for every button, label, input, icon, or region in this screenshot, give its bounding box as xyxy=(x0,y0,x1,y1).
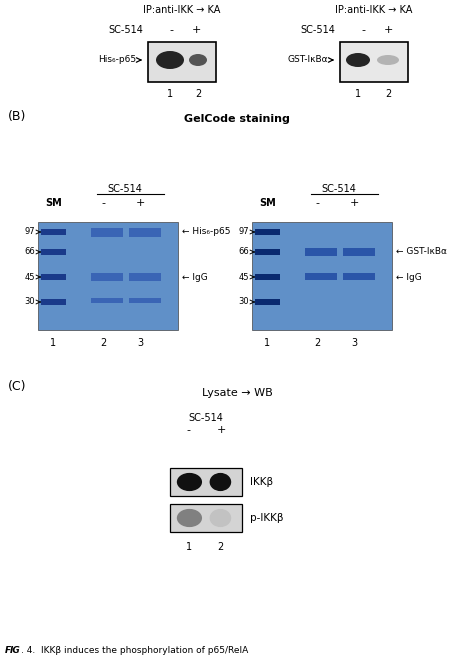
Bar xyxy=(340,42,408,82)
Bar xyxy=(252,222,392,330)
Text: +: + xyxy=(384,25,393,35)
Ellipse shape xyxy=(210,509,231,527)
Text: 97: 97 xyxy=(24,228,35,236)
Text: -: - xyxy=(316,198,320,208)
Text: -: - xyxy=(186,425,190,435)
Text: p-IKKβ: p-IKKβ xyxy=(250,513,283,523)
Text: 2: 2 xyxy=(195,89,201,99)
Text: 2: 2 xyxy=(385,89,391,99)
Bar xyxy=(255,229,280,235)
Text: 97: 97 xyxy=(238,228,249,236)
Text: 1: 1 xyxy=(50,338,56,348)
Bar xyxy=(91,273,123,281)
Text: GelCode staining: GelCode staining xyxy=(184,114,290,124)
Text: SM: SM xyxy=(259,198,276,208)
Ellipse shape xyxy=(377,55,399,65)
Text: GST-IκBα: GST-IκBα xyxy=(287,56,328,64)
Text: ← IgG: ← IgG xyxy=(396,272,422,282)
Text: 45: 45 xyxy=(25,272,35,282)
Text: 30: 30 xyxy=(238,297,249,307)
Text: +: + xyxy=(217,425,227,435)
Text: 3: 3 xyxy=(351,338,357,348)
Bar xyxy=(129,273,161,281)
Text: SC-514: SC-514 xyxy=(108,184,142,194)
Text: SC-514: SC-514 xyxy=(300,25,335,35)
Bar xyxy=(255,299,280,305)
Text: -: - xyxy=(170,25,174,35)
Text: ← IgG: ← IgG xyxy=(182,272,208,282)
Ellipse shape xyxy=(346,53,370,67)
Bar xyxy=(38,222,178,330)
Text: (C): (C) xyxy=(8,380,27,393)
Bar xyxy=(41,274,66,280)
Text: (B): (B) xyxy=(8,110,27,123)
Bar xyxy=(41,299,66,305)
Bar xyxy=(255,249,280,255)
Bar xyxy=(255,274,280,280)
Text: 1: 1 xyxy=(264,338,271,348)
Text: 1: 1 xyxy=(186,542,192,552)
Text: 45: 45 xyxy=(238,272,249,282)
Text: His₆-p65: His₆-p65 xyxy=(98,56,136,64)
Bar xyxy=(170,504,242,532)
Text: 3: 3 xyxy=(137,338,143,348)
Text: IP:anti-IKK → KA: IP:anti-IKK → KA xyxy=(143,5,221,15)
Text: 2: 2 xyxy=(217,542,224,552)
Text: 30: 30 xyxy=(24,297,35,307)
Bar xyxy=(129,298,161,303)
Text: 2: 2 xyxy=(315,338,321,348)
Text: F: F xyxy=(5,646,11,655)
Ellipse shape xyxy=(156,51,184,69)
Ellipse shape xyxy=(210,473,231,491)
Bar xyxy=(170,468,242,496)
Text: 66: 66 xyxy=(24,248,35,256)
Text: IG: IG xyxy=(10,646,21,655)
Bar xyxy=(41,249,66,255)
Text: 2: 2 xyxy=(100,338,107,348)
Ellipse shape xyxy=(177,473,202,491)
Text: 1: 1 xyxy=(355,89,361,99)
Bar xyxy=(91,228,123,237)
Bar xyxy=(343,273,375,280)
Bar xyxy=(305,273,337,280)
Bar xyxy=(91,298,123,303)
Ellipse shape xyxy=(189,54,207,66)
Text: ← GST-IκBα: ← GST-IκBα xyxy=(396,248,447,256)
Text: 1: 1 xyxy=(167,89,173,99)
Bar xyxy=(148,42,216,82)
Text: SC-514: SC-514 xyxy=(321,184,356,194)
Text: Lysate → WB: Lysate → WB xyxy=(201,388,273,398)
Bar xyxy=(305,248,337,256)
Text: -: - xyxy=(102,198,106,208)
Text: -: - xyxy=(362,25,366,35)
Text: SC-514: SC-514 xyxy=(108,25,143,35)
Text: +: + xyxy=(349,198,359,208)
Text: 66: 66 xyxy=(238,248,249,256)
Text: ← His₆-p65: ← His₆-p65 xyxy=(182,228,230,236)
Text: IP:anti-IKK → KA: IP:anti-IKK → KA xyxy=(335,5,413,15)
Bar xyxy=(343,248,375,256)
Bar xyxy=(129,228,161,237)
Ellipse shape xyxy=(177,509,202,527)
Text: . 4.  IKKβ induces the phosphorylation of p65/RelA: . 4. IKKβ induces the phosphorylation of… xyxy=(21,646,251,655)
Text: +: + xyxy=(192,25,201,35)
Text: +: + xyxy=(136,198,145,208)
Text: SM: SM xyxy=(45,198,62,208)
Bar xyxy=(41,229,66,235)
Text: SC-514: SC-514 xyxy=(189,413,223,423)
Text: IKKβ: IKKβ xyxy=(250,477,273,487)
